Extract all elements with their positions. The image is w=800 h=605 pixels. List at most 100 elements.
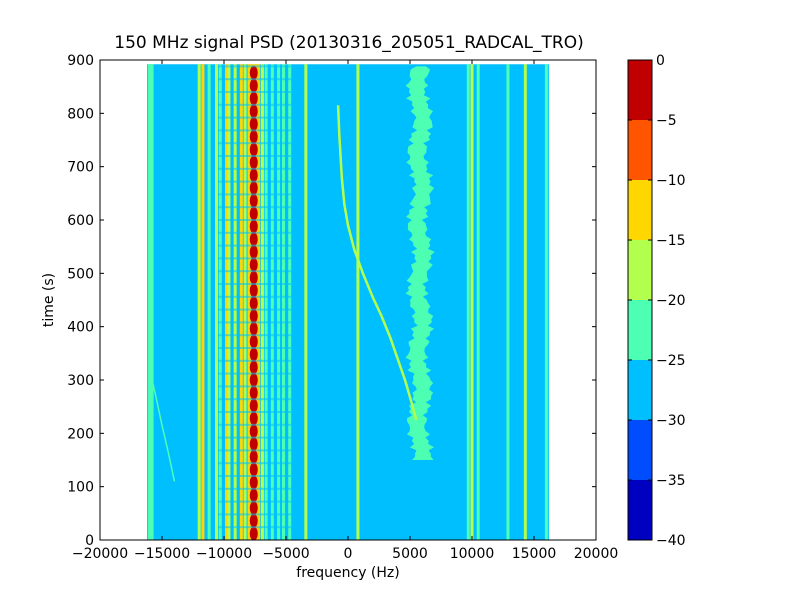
- ripple-stripe: [217, 436, 291, 439]
- ripple-stripe: [217, 334, 291, 337]
- ripple-stripe: [217, 116, 291, 119]
- heatmap-layer: [147, 64, 549, 540]
- x-tick-label: 0: [344, 546, 353, 562]
- spectral-line: [215, 64, 219, 540]
- colorbar-segment: [628, 300, 652, 360]
- spectral-line: [207, 64, 211, 540]
- ripple-stripe: [217, 308, 291, 311]
- spectral-line: [201, 64, 205, 540]
- hot-band-bead: [249, 398, 258, 413]
- spectral-line: [227, 64, 231, 540]
- ripple-stripe: [217, 462, 291, 465]
- hot-band-bead: [249, 449, 258, 464]
- hot-band-bead: [249, 181, 258, 195]
- spectral-line: [224, 64, 228, 540]
- ripple-stripe: [217, 270, 291, 273]
- x-tick-label: −15000: [134, 546, 190, 562]
- ripple-stripe: [217, 487, 291, 490]
- x-tick-label: 20000: [574, 546, 619, 562]
- hot-band-bead: [249, 437, 258, 451]
- hot-band-bead: [249, 283, 258, 298]
- hot-band-bead: [249, 91, 258, 106]
- hot-band-bead: [249, 321, 258, 336]
- y-tick-label: 200: [67, 426, 94, 442]
- y-tick-label: 500: [67, 266, 94, 282]
- spectral-line: [218, 64, 222, 540]
- spectral-line: [264, 64, 268, 540]
- spectral-line: [523, 64, 527, 540]
- ripple-stripe: [217, 193, 291, 196]
- spectral-line: [476, 64, 480, 540]
- spectral-line: [243, 64, 247, 540]
- hot-band-bead: [249, 117, 258, 131]
- hot-band-bead: [249, 129, 258, 144]
- y-tick-labels: 0 100 200 300 400 500 600 700 800 900: [67, 53, 94, 549]
- hot-band-bead: [249, 168, 258, 183]
- spectral-line: [233, 64, 237, 540]
- y-tick-label: 400: [67, 320, 94, 336]
- ripple-stripe: [217, 78, 291, 81]
- ripple-stripe: [217, 398, 291, 401]
- ripple-stripe: [217, 347, 291, 349]
- spectral-line: [148, 64, 152, 540]
- plot-frame: [99, 59, 597, 541]
- hot-band-bead: [249, 219, 258, 234]
- chart-title: 150 MHz signal PSD (20130316_205051_RADC…: [114, 33, 583, 53]
- x-tick-label: 15000: [512, 546, 557, 562]
- ripple-stripe: [217, 65, 291, 68]
- x-tick-label: −10000: [196, 546, 252, 562]
- ripple-stripe: [217, 295, 291, 298]
- colorbar-segment: [628, 60, 652, 120]
- colorbar-tick-label: −5: [656, 113, 677, 129]
- spectral-line: [304, 64, 308, 540]
- hot-band-bead: [249, 411, 258, 426]
- spectral-line: [197, 64, 201, 540]
- ripple-stripe: [217, 500, 291, 503]
- colorbar: 0 −5 −10 −15 −20 −25 −30 −35 −40: [627, 53, 686, 549]
- hot-band-bead: [249, 104, 258, 119]
- ripple-stripe: [217, 142, 291, 145]
- hot-band-bead: [249, 309, 258, 323]
- ripple-stripe: [217, 244, 291, 247]
- ripple-stripe: [217, 411, 291, 413]
- ripple-stripe: [217, 283, 291, 285]
- drifting-tone: [336, 105, 418, 421]
- hot-band-bead: [249, 373, 258, 387]
- colorbar-tick-label: −20: [656, 293, 686, 309]
- spectral-line: [277, 64, 281, 540]
- ripple-stripe: [217, 167, 291, 170]
- hot-band-bead: [249, 245, 258, 259]
- ripple-stripe: [217, 257, 291, 260]
- colorbar-segment: [628, 240, 652, 300]
- hot-band-bead: [249, 296, 258, 311]
- x-tick-label: 10000: [450, 546, 495, 562]
- hot-band-bead: [249, 193, 258, 208]
- colorbar-tick-label: −10: [656, 173, 686, 189]
- hot-band-bead: [249, 360, 258, 375]
- hot-band-bead: [249, 257, 258, 272]
- hot-band-bead: [249, 142, 258, 157]
- noise-band: [405, 66, 435, 461]
- faint-drift: [148, 369, 176, 482]
- spectral-line: [288, 64, 292, 540]
- y-axis-label: time (s): [41, 273, 57, 327]
- y-tick-label: 700: [67, 160, 94, 176]
- x-axis-label: frequency (Hz): [296, 565, 399, 581]
- ripple-stripe: [217, 180, 291, 183]
- ripple-stripe: [217, 475, 291, 477]
- spectral-line: [239, 64, 243, 540]
- ripple-stripe: [217, 359, 291, 362]
- spectral-line: [282, 64, 286, 540]
- ripple-stripe: [217, 513, 291, 516]
- hot-band-bead: [249, 488, 258, 503]
- colorbar-tick-label: −35: [656, 473, 686, 489]
- hot-band-bead: [249, 334, 258, 349]
- hot-band-bead: [249, 501, 258, 515]
- hot-band-bead: [249, 385, 258, 400]
- x-tick-label: −20000: [72, 546, 128, 562]
- y-tick-label: 800: [67, 106, 94, 122]
- y-tick-label: 600: [67, 213, 94, 229]
- spectral-line: [506, 64, 510, 540]
- ripple-stripe: [217, 526, 291, 529]
